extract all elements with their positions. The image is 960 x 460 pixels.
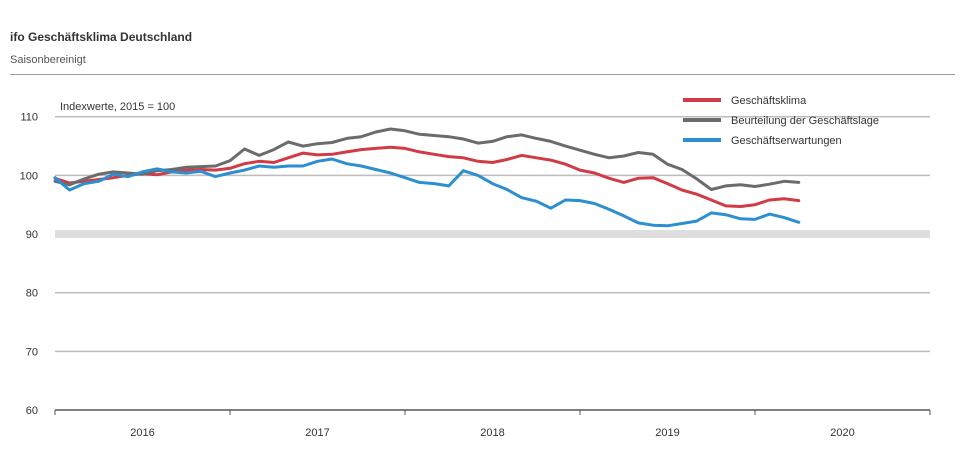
y-tick-label-60: 60 bbox=[26, 405, 38, 417]
x-tick-label-2017: 2017 bbox=[305, 427, 329, 439]
x-tick-label-2018: 2018 bbox=[480, 427, 504, 439]
y-tick-label-100: 100 bbox=[20, 170, 38, 182]
y-tick-label-70: 70 bbox=[26, 346, 38, 358]
highlight-band-90 bbox=[55, 230, 930, 239]
header-divider bbox=[10, 74, 955, 75]
series-line-erwartungen bbox=[53, 157, 801, 228]
chart-annotation: Indexwerte, 2015 = 100 bbox=[60, 101, 175, 113]
y-tick-label-110: 110 bbox=[20, 112, 38, 124]
y-tick-label-90: 90 bbox=[26, 229, 38, 241]
series-line-klima bbox=[53, 145, 801, 208]
x-tick-label-2016: 2016 bbox=[130, 427, 154, 439]
series-line-lage bbox=[53, 127, 801, 191]
x-tick-label-2020: 2020 bbox=[830, 427, 854, 439]
y-tick-label-80: 80 bbox=[26, 288, 38, 300]
legend-label-klima: Geschäftsklima bbox=[731, 95, 807, 107]
x-tick-label-2019: 2019 bbox=[655, 427, 679, 439]
chart-title: ifo Geschäftsklima Deutschland bbox=[10, 30, 193, 44]
legend-label-erwartungen: Geschäftserwartungen bbox=[731, 135, 842, 147]
chart-subtitle: Saisonbereinigt bbox=[10, 54, 86, 66]
legend-label-lage: Beurteilung der Geschäftslage bbox=[731, 115, 879, 127]
